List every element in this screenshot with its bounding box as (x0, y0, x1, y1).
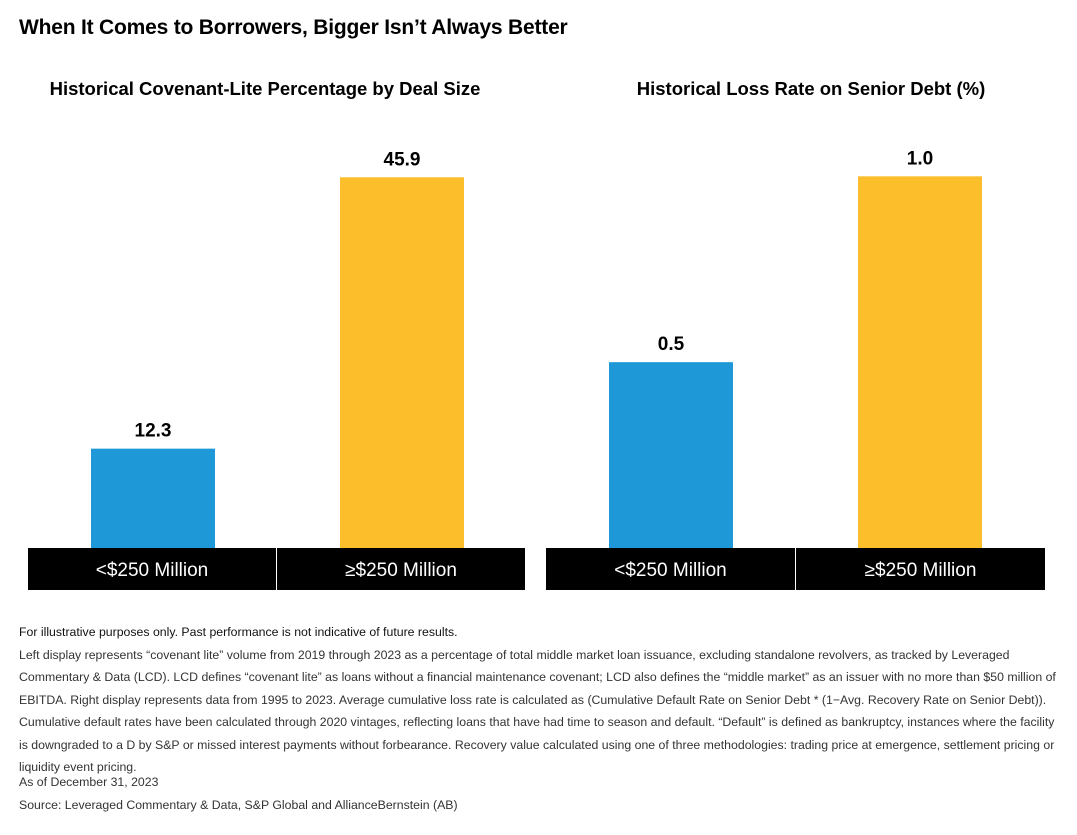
footnote-body: Left display represents “covenant lite” … (19, 647, 1056, 775)
category-band-chart1-large (277, 548, 525, 590)
data-label-chart1-small: 12.3 (135, 421, 172, 442)
as-of-date: As of December 31, 2023 (19, 775, 159, 789)
as-of-block: As of December 31, 2023 Source: Leverage… (19, 771, 458, 816)
data-label-chart1-large: 45.9 (384, 149, 421, 170)
page-title: When It Comes to Borrowers, Bigger Isn’t… (19, 16, 568, 39)
bar-charts: 12.3 <$250 Million 45.9 ≥$250 Million 0.5 <$2… (28, 148, 1045, 590)
chart-title-loss-rate: Historical Loss Rate on Senior Debt (%) (636, 78, 986, 99)
category-label-chart1-large: ≥$250 Million (345, 560, 457, 581)
category-label-chart2-large: ≥$250 Million (865, 560, 977, 581)
bar-chart1-small (91, 448, 215, 548)
category-band-chart1-small (28, 548, 276, 590)
bar-chart2-small (609, 362, 733, 548)
category-band-chart2-large (796, 548, 1045, 590)
chart-title-covenant-lite: Historical Covenant-Lite Percentage by D… (49, 78, 481, 99)
data-label-chart2-small: 0.5 (658, 334, 685, 355)
data-label-chart2-large: 1.0 (907, 148, 933, 169)
source-text: Source: Leveraged Commentary & Data, S&P… (19, 797, 458, 812)
category-label-chart1-small: <$250 Million (96, 560, 209, 581)
disclaimer-text: For illustrative purposes only. Past per… (19, 625, 458, 639)
footnotes: For illustrative purposes only. Past per… (19, 621, 1059, 779)
category-band-chart2-small (546, 548, 795, 590)
bar-chart1-large (340, 177, 464, 548)
bar-chart2-large (858, 176, 982, 548)
category-label-chart2-small: <$250 Million (614, 560, 727, 581)
